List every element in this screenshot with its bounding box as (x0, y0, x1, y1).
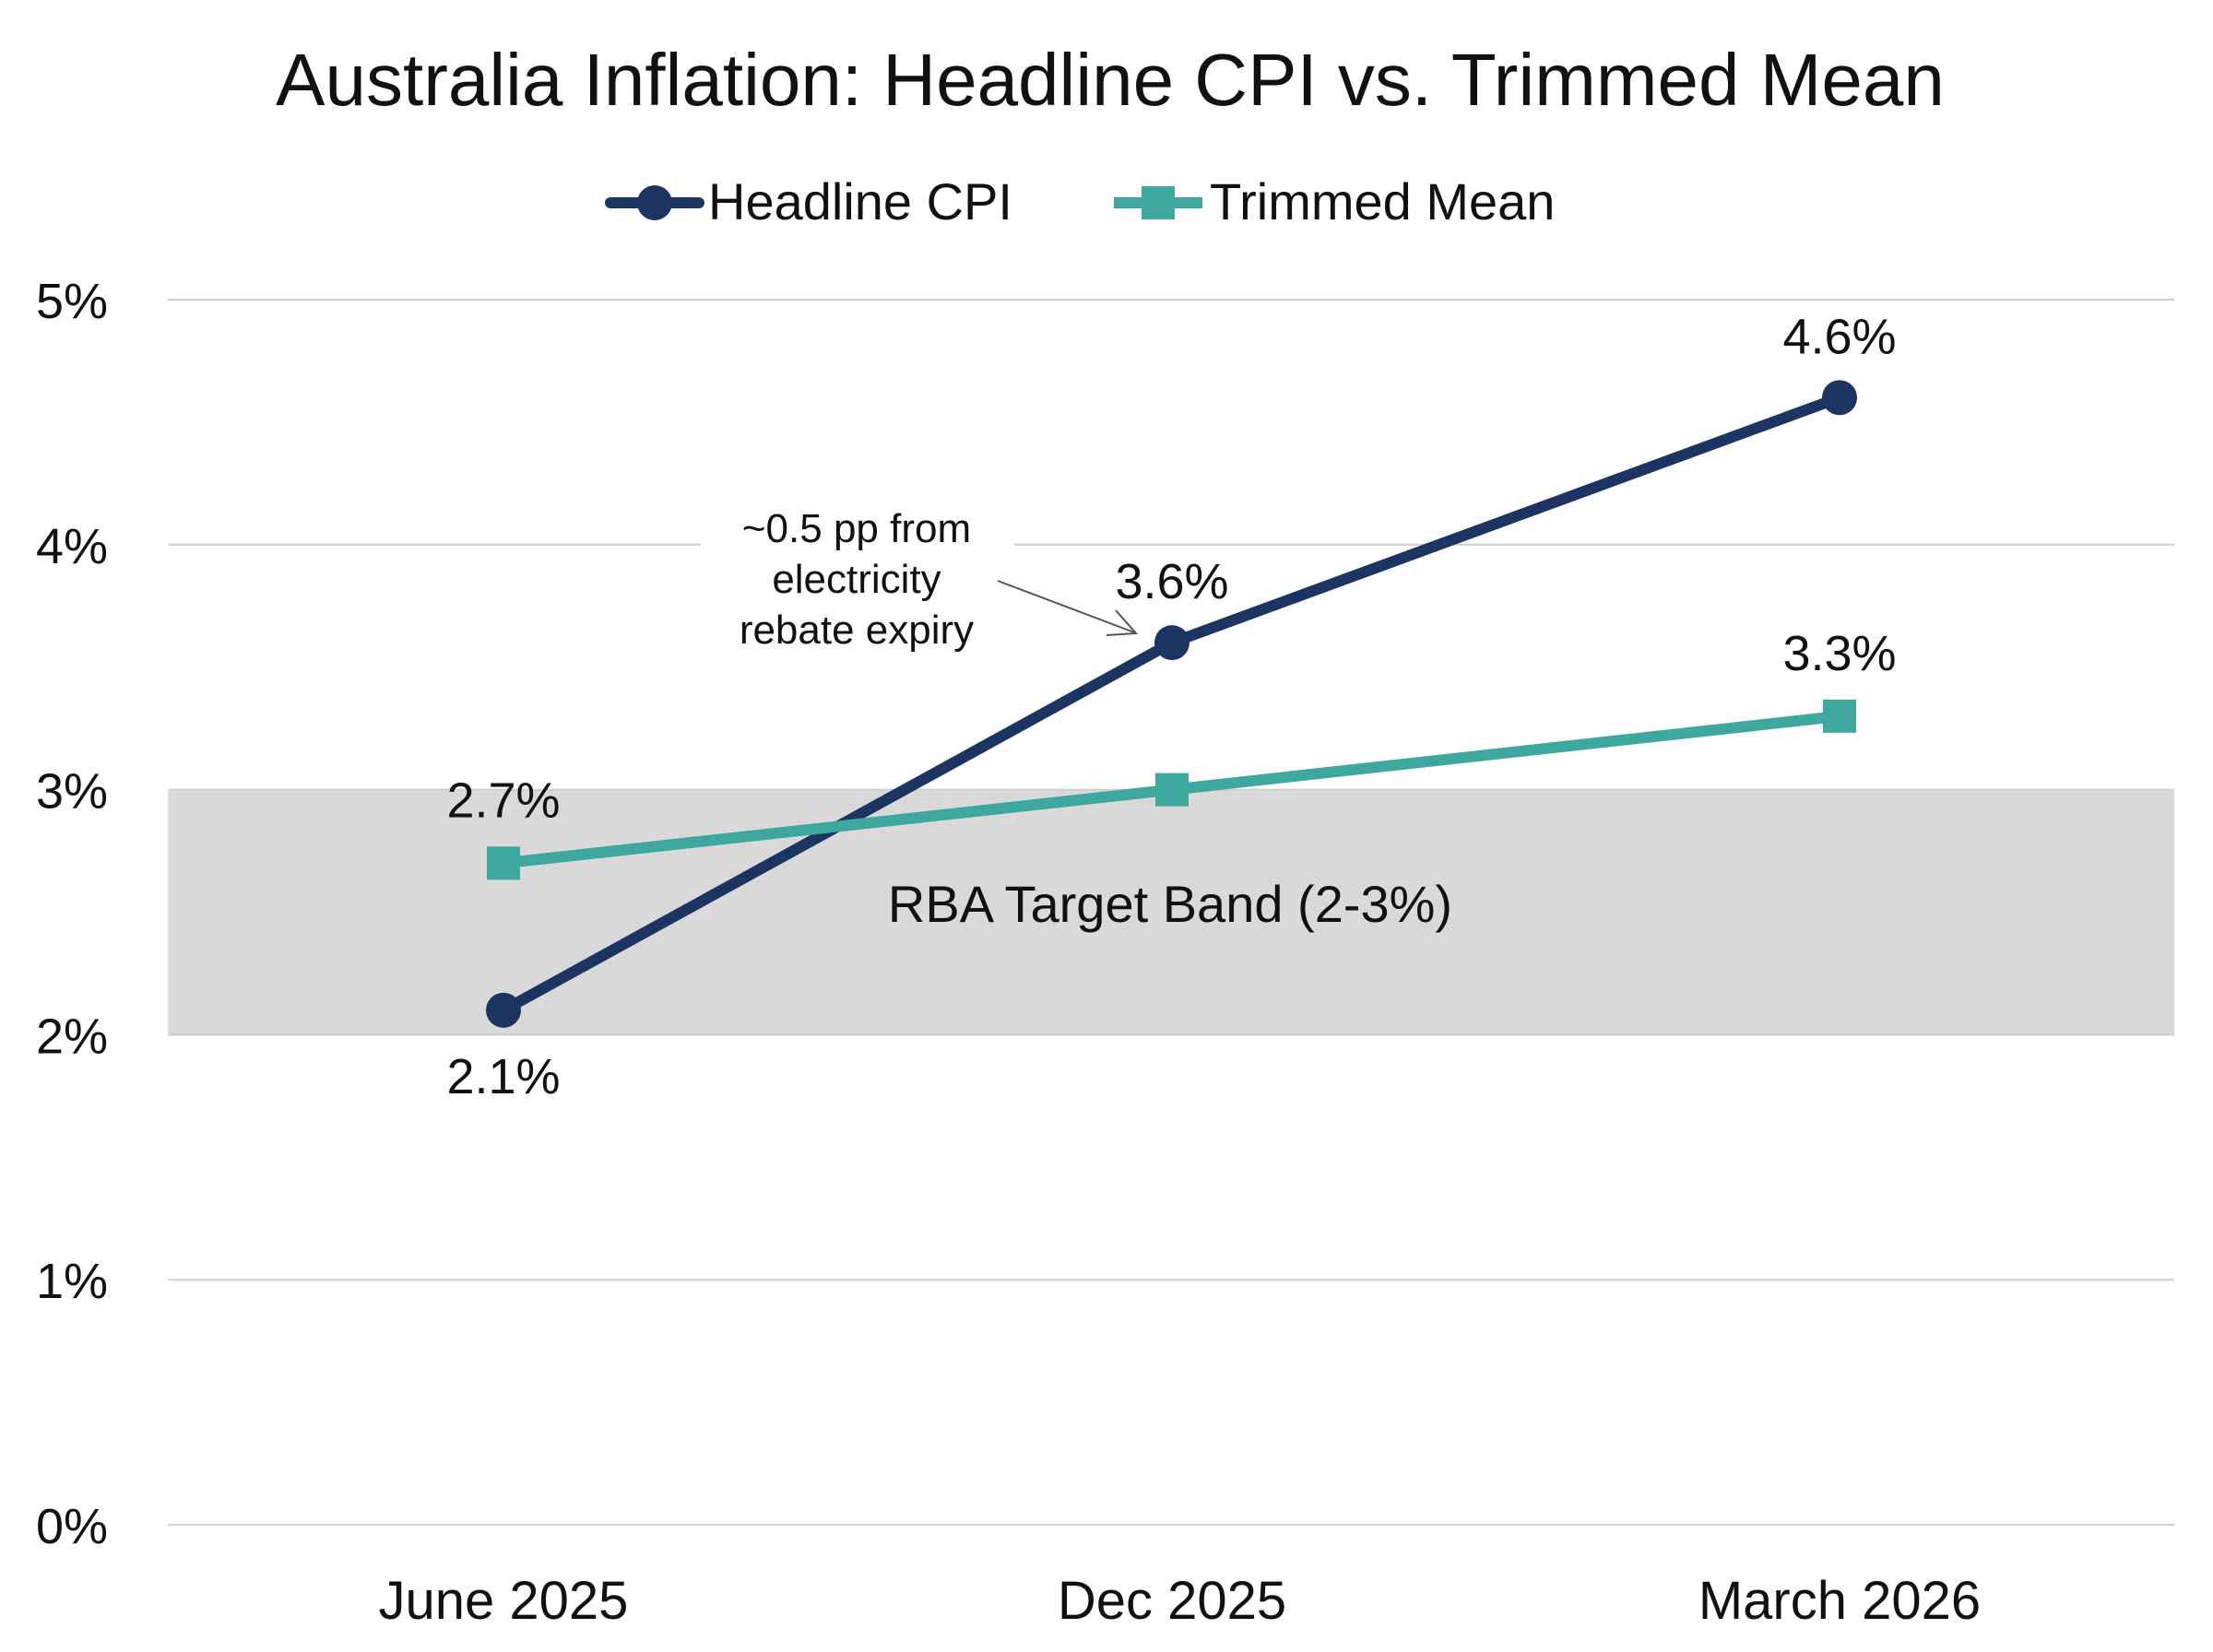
data-label: 4.6% (1782, 309, 1896, 364)
annotation-background (701, 489, 1014, 655)
target-band-label: RBA Target Band (2-3%) (888, 875, 1452, 933)
data-label: 3.6% (1115, 554, 1228, 609)
legend: Headline CPI Trimmed Mean (605, 172, 1555, 230)
y-tick-label: 3% (36, 764, 108, 820)
annotation-text: rebate expiry (740, 608, 974, 653)
data-label: 2.1% (446, 1049, 560, 1104)
y-tick-label: 1% (36, 1254, 108, 1309)
legend-headline-label: Headline CPI (708, 172, 1012, 230)
y-tick-label: 0% (36, 1499, 108, 1554)
annotation-text: electricity (772, 557, 941, 602)
x-tick-label: March 2026 (1698, 1571, 1981, 1631)
chart-title: Australia Inflation: Headline CPI vs. Tr… (276, 39, 1945, 121)
legend-headline-marker (637, 185, 672, 220)
x-tick-label: Dec 2025 (1058, 1571, 1286, 1631)
x-tick-label: June 2025 (379, 1571, 629, 1631)
annotation-arrow (997, 580, 1135, 633)
annotation-text: ~0.5 pp from (742, 506, 971, 551)
data-point (487, 846, 520, 880)
data-point (1822, 380, 1857, 416)
legend-trimmed-label: Trimmed Mean (1210, 172, 1555, 230)
legend-trimmed-marker (1142, 186, 1175, 219)
data-point (1154, 625, 1189, 661)
y-tick-label: 5% (36, 274, 108, 329)
data-point (1155, 773, 1189, 807)
data-point (1823, 699, 1856, 733)
y-tick-label: 4% (36, 519, 108, 574)
data-point (486, 992, 521, 1028)
annotation-arrowhead (1106, 609, 1139, 636)
data-label: 3.3% (1782, 626, 1896, 681)
data-label: 2.7% (446, 773, 560, 828)
y-tick-label: 2% (36, 1009, 108, 1064)
